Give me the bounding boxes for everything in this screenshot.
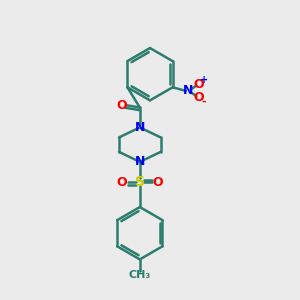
Text: O: O xyxy=(152,176,163,189)
Text: CH₃: CH₃ xyxy=(129,270,151,280)
Text: O: O xyxy=(117,176,127,189)
Text: N: N xyxy=(135,155,145,168)
Text: -: - xyxy=(202,96,206,106)
Text: O: O xyxy=(116,99,127,112)
Text: O: O xyxy=(194,91,204,104)
Text: +: + xyxy=(200,76,208,85)
Text: N: N xyxy=(135,121,145,134)
Text: O: O xyxy=(194,78,204,91)
Text: S: S xyxy=(135,175,145,189)
Text: N: N xyxy=(183,84,193,98)
